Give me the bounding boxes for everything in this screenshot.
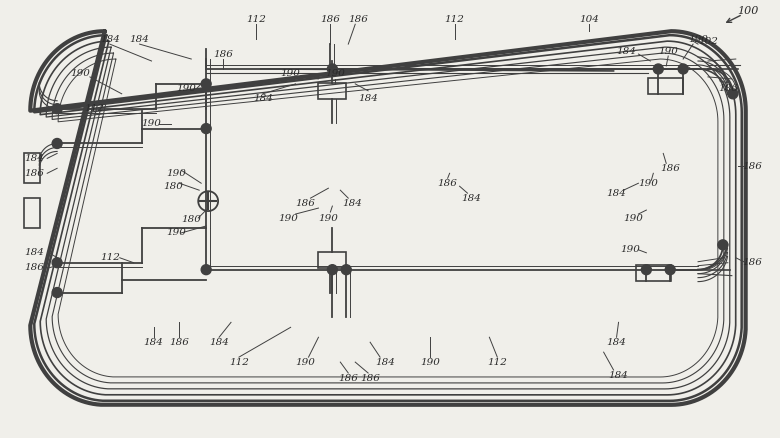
Text: 186: 186	[743, 258, 763, 267]
Circle shape	[52, 288, 62, 297]
Text: 190: 190	[176, 85, 197, 93]
Text: 184: 184	[607, 189, 626, 198]
Text: 186: 186	[24, 169, 44, 178]
Text: 184: 184	[608, 371, 629, 379]
Text: 184: 184	[209, 338, 229, 347]
Circle shape	[328, 64, 337, 74]
Text: 112: 112	[246, 15, 266, 24]
Text: 186: 186	[661, 164, 680, 173]
Text: 184: 184	[342, 198, 362, 208]
Text: 112: 112	[229, 357, 249, 367]
Circle shape	[52, 138, 62, 148]
Text: 186: 186	[743, 162, 763, 171]
Circle shape	[718, 240, 728, 250]
Text: 190: 190	[166, 228, 186, 237]
Circle shape	[52, 104, 62, 114]
Text: 186: 186	[718, 85, 738, 93]
Text: 190: 190	[420, 357, 440, 367]
Text: 184: 184	[24, 154, 44, 163]
Text: 186: 186	[213, 49, 233, 59]
Text: 184: 184	[129, 35, 150, 44]
Circle shape	[641, 265, 651, 275]
Bar	[318, 83, 346, 99]
Text: 186: 186	[360, 374, 380, 384]
Text: 190: 190	[296, 357, 315, 367]
Circle shape	[678, 64, 688, 74]
Text: 184: 184	[375, 357, 395, 367]
FancyBboxPatch shape	[24, 198, 41, 228]
Text: 186: 186	[169, 338, 190, 347]
Circle shape	[328, 265, 337, 275]
Text: 190: 190	[278, 213, 299, 223]
Circle shape	[665, 265, 675, 275]
Text: 190: 190	[658, 46, 678, 56]
Text: 186: 186	[321, 15, 340, 24]
Circle shape	[201, 265, 211, 275]
Text: 184: 184	[616, 46, 636, 56]
Text: 190: 190	[166, 169, 186, 178]
Bar	[648, 78, 683, 94]
Text: 112: 112	[445, 15, 465, 24]
Text: 184: 184	[607, 338, 626, 347]
Bar	[318, 252, 346, 268]
Text: 186: 186	[24, 263, 44, 272]
Bar	[636, 265, 672, 281]
Text: 190: 190	[325, 70, 346, 78]
Circle shape	[342, 265, 351, 275]
Text: 180: 180	[181, 215, 201, 225]
Text: 190: 190	[623, 213, 644, 223]
Text: 190: 190	[70, 70, 90, 78]
Circle shape	[52, 258, 62, 268]
Text: 184: 184	[358, 94, 378, 103]
Text: 184: 184	[24, 248, 44, 257]
Text: 190: 190	[688, 35, 708, 44]
Circle shape	[728, 89, 738, 99]
Circle shape	[201, 124, 211, 134]
Text: 112: 112	[488, 357, 507, 367]
Text: 190: 190	[142, 119, 161, 128]
Circle shape	[654, 64, 663, 74]
Text: 186: 186	[438, 179, 458, 188]
Text: 184: 184	[100, 35, 119, 44]
Text: 184: 184	[144, 338, 164, 347]
Text: 112: 112	[84, 104, 104, 113]
FancyBboxPatch shape	[24, 153, 41, 183]
Text: 190: 190	[281, 70, 300, 78]
Text: 190: 190	[318, 213, 339, 223]
Text: 100: 100	[737, 6, 758, 16]
Text: 184: 184	[253, 94, 273, 103]
Text: 180: 180	[164, 182, 183, 191]
Text: 190: 190	[638, 179, 658, 188]
Text: 190: 190	[621, 245, 640, 254]
Circle shape	[201, 79, 211, 89]
Text: 102: 102	[698, 37, 718, 46]
Text: 186: 186	[296, 198, 315, 208]
Text: 184: 184	[462, 194, 481, 203]
Text: 186: 186	[339, 374, 358, 384]
Text: 186: 186	[348, 15, 368, 24]
Text: 104: 104	[579, 15, 599, 24]
Text: 112: 112	[100, 253, 119, 262]
